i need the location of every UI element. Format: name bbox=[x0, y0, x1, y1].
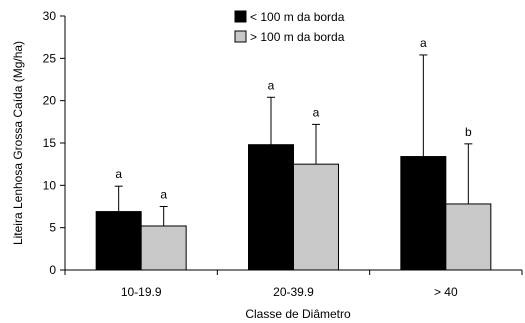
x-tick-label: 20-39.9 bbox=[273, 285, 314, 299]
bars bbox=[95, 144, 492, 271]
legend-label: < 100 m da borda bbox=[250, 10, 345, 24]
bar-far-edge bbox=[445, 203, 492, 271]
y-tick-label: 30 bbox=[43, 9, 57, 23]
legend-label: > 100 m da borda bbox=[250, 30, 345, 44]
y-tick-label: 0 bbox=[49, 263, 56, 277]
y-tick-label: 15 bbox=[43, 136, 57, 150]
significance-labels: a a a a a b bbox=[115, 36, 472, 202]
x-axis-title: Classe de Diâmetro bbox=[245, 307, 351, 321]
significance-label: a bbox=[313, 105, 320, 119]
bar-near-edge bbox=[248, 144, 294, 271]
y-axis-title: Liteira Lenhosa Grossa Caída (Mg/ha) bbox=[11, 41, 25, 245]
error-bars bbox=[114, 54, 473, 226]
axes: 0 5 10 15 20 25 30 10-19.9 20-39.9 > 40 bbox=[43, 9, 523, 299]
bar-near-edge bbox=[95, 211, 142, 271]
significance-label: a bbox=[160, 188, 167, 202]
bar-far-edge bbox=[293, 163, 339, 271]
legend-swatch bbox=[234, 30, 247, 43]
y-tick-label: 10 bbox=[43, 178, 57, 192]
significance-label: a bbox=[115, 167, 122, 181]
x-tick-label: 10-19.9 bbox=[121, 285, 162, 299]
legend: < 100 m da borda > 100 m da borda bbox=[234, 10, 345, 44]
significance-label: b bbox=[465, 125, 472, 139]
bar-near-edge bbox=[400, 156, 447, 271]
y-tick-label: 5 bbox=[49, 221, 56, 235]
legend-swatch bbox=[234, 10, 247, 23]
x-tick-label: > 40 bbox=[434, 285, 458, 299]
y-tick-label: 20 bbox=[43, 94, 57, 108]
bar-far-edge bbox=[140, 225, 187, 271]
significance-label: a bbox=[420, 36, 427, 50]
significance-label: a bbox=[268, 78, 275, 92]
y-tick-label: 25 bbox=[43, 51, 57, 65]
